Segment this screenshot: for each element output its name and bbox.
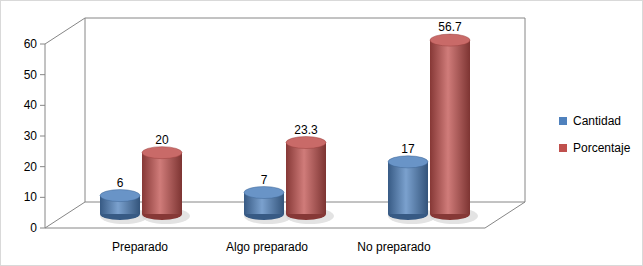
data-label: 56.7 [438,20,462,34]
y-tick-label: 40 [24,98,38,112]
bar-top [100,190,140,202]
bar-top [244,187,284,199]
bar [142,153,182,214]
bar-top [430,34,470,46]
legend-label: Porcentaje [573,141,631,155]
bar [388,162,428,214]
y-tick [40,136,45,137]
bar-top [286,137,326,149]
x-tick-label: No preparado [357,240,431,254]
y-tick [40,74,45,75]
bar-top [142,147,182,159]
data-label: 20 [155,133,169,147]
back-wall-top [85,18,525,19]
y-tick [40,105,45,106]
bars [100,34,478,224]
bar-top [388,156,428,168]
data-labels: 6 20 7 23.3 17 56.7 [117,20,462,189]
y-tick-label: 60 [24,37,38,51]
legend-swatch [559,144,567,152]
side-wall-top [45,18,85,44]
data-label: 6 [117,176,124,190]
floor-front [45,228,485,229]
bar [430,40,470,214]
legend-label: Cantidad [573,114,621,128]
data-label: 7 [261,173,268,187]
data-label: 23.3 [294,123,318,137]
legend-swatch [559,117,567,125]
y-tick [40,44,45,45]
legend: Cantidad Porcentaje [559,114,631,155]
chart-border [1,1,643,266]
y-tick-label: 50 [24,68,38,82]
x-tick-label: Preparado [112,240,168,254]
chart: 0 10 20 30 40 50 60 6 20 7 23.3 17 56.7 Preparado Algo… [0,0,643,266]
y-tick-label: 20 [24,160,38,174]
floor-left [45,202,85,228]
y-tick [40,228,45,229]
y-tick [40,197,45,198]
x-tick-label: Algo preparado [226,240,308,254]
back-wall-right [525,18,526,202]
y-tick-label: 10 [24,190,38,204]
y-tick [40,166,45,167]
bar [286,143,326,214]
y-tick-label: 30 [24,129,38,143]
plot-frame [45,18,525,228]
back-wall-left [85,18,86,202]
data-label: 17 [401,142,415,156]
y-tick-label: 0 [30,221,37,235]
floor-right [485,202,525,228]
